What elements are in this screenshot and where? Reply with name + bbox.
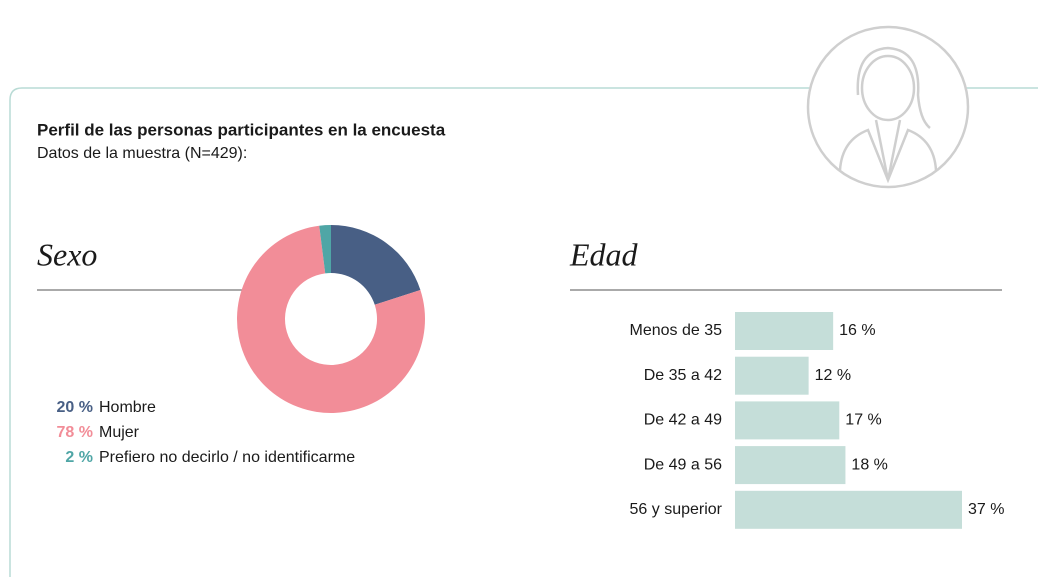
category-label: 56 y superior bbox=[630, 501, 723, 518]
section-title: Sexo bbox=[37, 236, 97, 272]
bar bbox=[735, 312, 834, 350]
category-label: De 49 a 56 bbox=[644, 456, 722, 473]
value-label: 18 % bbox=[851, 456, 887, 473]
bar bbox=[735, 490, 962, 529]
bar bbox=[735, 356, 809, 395]
legend-label: Hombre bbox=[99, 399, 156, 416]
value-label: 37 % bbox=[968, 501, 1004, 518]
legend-label: Prefiero no decirlo / no identificarme bbox=[99, 449, 355, 466]
person-icon bbox=[806, 25, 970, 189]
bar bbox=[735, 446, 846, 485]
donut-slice bbox=[236, 225, 425, 413]
card-border bbox=[9, 87, 1038, 577]
subtitle: Datos de la muestra (N=429): bbox=[37, 145, 247, 162]
legend-value: 78 % bbox=[57, 424, 93, 441]
legend-value: 2 % bbox=[65, 449, 93, 466]
category-label: De 42 a 49 bbox=[644, 412, 722, 429]
legend-label: Mujer bbox=[99, 424, 140, 441]
bar bbox=[735, 401, 840, 440]
legend-value: 20 % bbox=[57, 399, 93, 416]
category-label: De 35 a 42 bbox=[644, 367, 722, 384]
donut-slice bbox=[319, 225, 331, 274]
section-title: Edad bbox=[569, 236, 639, 272]
value-label: 17 % bbox=[845, 412, 881, 429]
title: Perfil de las personas participantes en … bbox=[37, 120, 446, 139]
value-label: 16 % bbox=[839, 322, 875, 339]
donut-slice bbox=[331, 225, 421, 305]
category-label: Menos de 35 bbox=[629, 322, 722, 339]
value-label: 12 % bbox=[815, 367, 851, 384]
